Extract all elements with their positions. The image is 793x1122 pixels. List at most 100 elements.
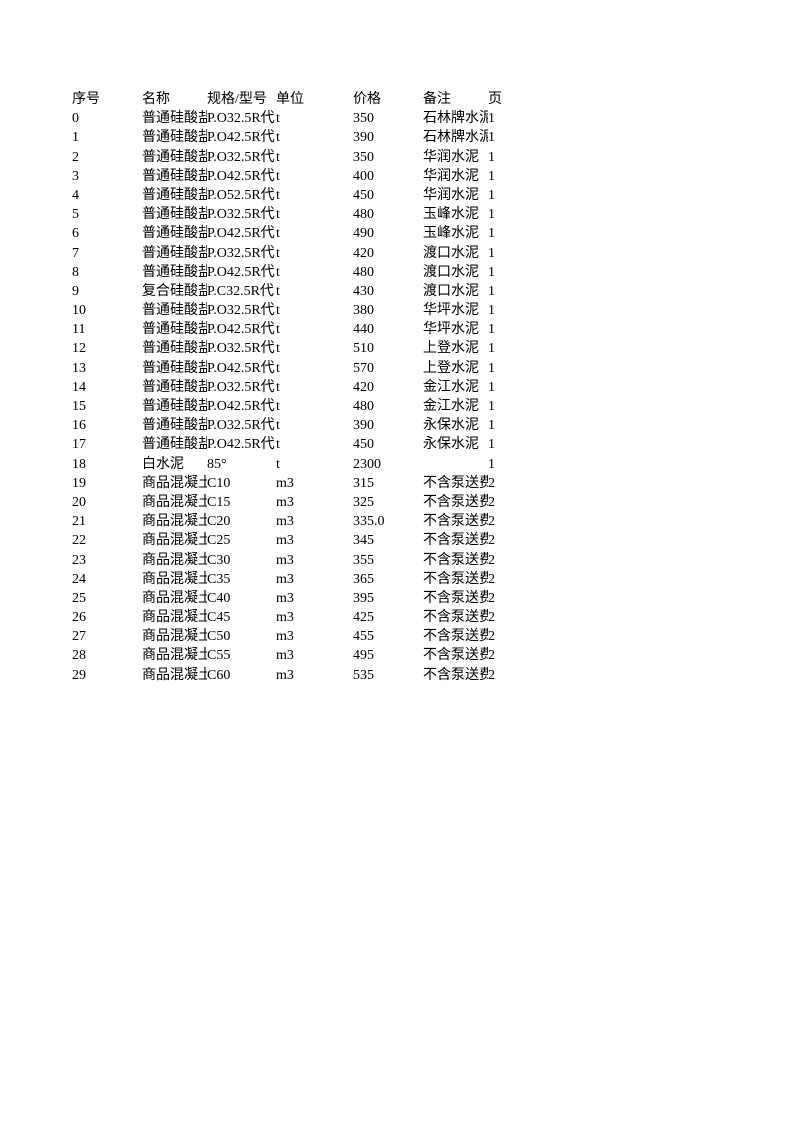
cell-price: 350	[353, 109, 423, 128]
table-row: 9复合硅酸盐P.C32.5R代t430渡口水泥1	[72, 282, 793, 301]
cell-price: 400	[353, 167, 423, 186]
cell-price: 390	[353, 416, 423, 435]
cell-seq: 6	[72, 224, 142, 243]
cell-name: 普通硅酸盐	[142, 378, 207, 397]
cell-page: 2	[488, 570, 518, 589]
table-row: 13普通硅酸盐P.O42.5R代t570上登水泥1	[72, 359, 793, 378]
cell-remark: 不含泵送费	[423, 551, 488, 570]
cell-seq: 15	[72, 397, 142, 416]
cell-spec: C20	[207, 512, 276, 531]
cell-name: 普通硅酸盐	[142, 339, 207, 358]
cell-unit: t	[276, 128, 353, 147]
header-page: 页	[488, 90, 518, 109]
table-row: 12普通硅酸盐P.O32.5R代t510上登水泥1	[72, 339, 793, 358]
cell-remark: 石林牌水泥	[423, 109, 488, 128]
cell-page: 2	[488, 589, 518, 608]
cell-unit: t	[276, 224, 353, 243]
cell-name: 商品混凝土	[142, 646, 207, 665]
header-price: 价格	[353, 90, 423, 109]
cell-price: 455	[353, 627, 423, 646]
cell-unit: t	[276, 359, 353, 378]
table-row: 7普通硅酸盐P.O32.5R代t420渡口水泥1	[72, 244, 793, 263]
cell-remark: 不含泵送费	[423, 512, 488, 531]
header-unit: 单位	[276, 90, 353, 109]
cell-unit: m3	[276, 666, 353, 685]
cell-remark: 不含泵送费	[423, 627, 488, 646]
cell-price: 395	[353, 589, 423, 608]
cell-unit: m3	[276, 512, 353, 531]
cell-unit: t	[276, 167, 353, 186]
cell-name: 商品混凝土	[142, 627, 207, 646]
cell-price: 480	[353, 205, 423, 224]
cell-unit: t	[276, 378, 353, 397]
cell-seq: 11	[72, 320, 142, 339]
cell-name: 普通硅酸盐	[142, 320, 207, 339]
cell-price: 325	[353, 493, 423, 512]
cell-name: 普通硅酸盐	[142, 224, 207, 243]
cell-unit: t	[276, 455, 353, 474]
cell-spec: C15	[207, 493, 276, 512]
cell-unit: t	[276, 263, 353, 282]
cell-page: 1	[488, 378, 518, 397]
table-row: 18白水泥85°t23001	[72, 455, 793, 474]
cell-spec: P.O42.5R代	[207, 167, 276, 186]
cell-price: 355	[353, 551, 423, 570]
cell-page: 1	[488, 109, 518, 128]
cell-price: 365	[353, 570, 423, 589]
cell-unit: t	[276, 282, 353, 301]
cell-page: 1	[488, 416, 518, 435]
cell-seq: 23	[72, 551, 142, 570]
cell-spec: C50	[207, 627, 276, 646]
cell-name: 普通硅酸盐	[142, 128, 207, 147]
cell-page: 1	[488, 224, 518, 243]
cell-remark: 不含泵送费	[423, 589, 488, 608]
cell-seq: 17	[72, 435, 142, 454]
cell-page: 1	[488, 359, 518, 378]
cell-spec: P.O42.5R代	[207, 263, 276, 282]
cell-page: 1	[488, 301, 518, 320]
table-row: 4普通硅酸盐P.O52.5R代t450华润水泥1	[72, 186, 793, 205]
cell-seq: 26	[72, 608, 142, 627]
cell-page: 1	[488, 397, 518, 416]
cell-spec: P.O32.5R代	[207, 205, 276, 224]
cell-name: 商品混凝土	[142, 551, 207, 570]
table-row: 26商品混凝土C45m3425不含泵送费2	[72, 608, 793, 627]
cell-page: 2	[488, 627, 518, 646]
cell-name: 普通硅酸盐	[142, 186, 207, 205]
cell-seq: 10	[72, 301, 142, 320]
cell-unit: m3	[276, 627, 353, 646]
cell-remark: 石林牌水泥	[423, 128, 488, 147]
cell-page: 2	[488, 531, 518, 550]
cell-name: 普通硅酸盐	[142, 167, 207, 186]
table-row: 25商品混凝土C40m3395不含泵送费2	[72, 589, 793, 608]
cell-name: 商品混凝土	[142, 570, 207, 589]
cell-page: 1	[488, 263, 518, 282]
cell-price: 450	[353, 435, 423, 454]
cell-remark: 不含泵送费	[423, 570, 488, 589]
cell-unit: t	[276, 148, 353, 167]
cell-page: 2	[488, 551, 518, 570]
cell-price: 430	[353, 282, 423, 301]
cell-seq: 1	[72, 128, 142, 147]
cell-page: 1	[488, 455, 518, 474]
cell-unit: m3	[276, 551, 353, 570]
cell-page: 2	[488, 474, 518, 493]
cell-spec: P.O42.5R代	[207, 128, 276, 147]
cell-spec: P.O42.5R代	[207, 320, 276, 339]
cell-remark: 金江水泥	[423, 378, 488, 397]
cell-page: 1	[488, 339, 518, 358]
cell-seq: 3	[72, 167, 142, 186]
cell-spec: C55	[207, 646, 276, 665]
cell-name: 复合硅酸盐	[142, 282, 207, 301]
cell-price: 425	[353, 608, 423, 627]
header-seq: 序号	[72, 90, 142, 109]
table-row: 15普通硅酸盐P.O42.5R代t480金江水泥1	[72, 397, 793, 416]
cell-price: 450	[353, 186, 423, 205]
cell-page: 1	[488, 186, 518, 205]
cell-remark: 不含泵送费	[423, 493, 488, 512]
cell-price: 510	[353, 339, 423, 358]
cell-price: 440	[353, 320, 423, 339]
cell-price: 315	[353, 474, 423, 493]
cell-unit: m3	[276, 493, 353, 512]
table-row: 20商品混凝土C15m3325不含泵送费2	[72, 493, 793, 512]
